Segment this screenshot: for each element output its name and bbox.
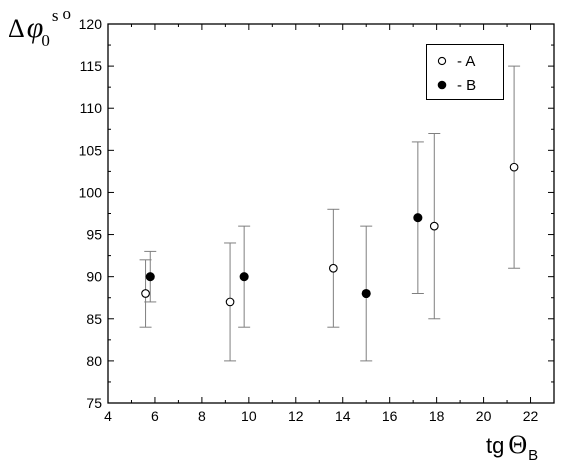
legend-label-b: - B	[457, 76, 477, 94]
y-tick-label: 120	[79, 16, 103, 32]
x-tick-label: 10	[241, 408, 257, 424]
data-point-a	[141, 289, 150, 298]
data-point-a	[225, 297, 235, 307]
y-tick-label: 80	[86, 353, 102, 369]
x-axis-label-subscript: B	[528, 447, 539, 464]
data-point-b	[239, 272, 249, 282]
y-axis-label-superscript: s	[51, 6, 59, 25]
data-point-a	[429, 221, 439, 231]
x-axis-label: tg ΘB	[486, 430, 538, 464]
x-tick-label: 18	[429, 408, 445, 424]
x-tick-label: 14	[335, 408, 351, 424]
legend-item-a: - A	[437, 51, 475, 71]
x-axis-label-theta: Θ	[508, 430, 528, 459]
data-point-b	[361, 288, 371, 299]
open-circle-marker-icon	[437, 56, 447, 66]
data-markers	[141, 162, 519, 307]
data-point-b	[413, 213, 423, 223]
data-point-a	[328, 263, 338, 273]
y-axis-label-delta: Δ	[8, 14, 25, 43]
error-bars	[139, 65, 521, 362]
legend-label-a: - A	[457, 52, 476, 70]
y-axis-label-subscript: 0	[41, 31, 50, 50]
x-tick-label: 6	[151, 408, 159, 424]
y-tick-label: 75	[86, 395, 102, 411]
legend-item-b: - B	[437, 75, 476, 95]
x-axis-label-base: tg	[486, 433, 505, 458]
y-axis-ticks: 75 80 85 90 95 100 105 110 115 120	[79, 16, 554, 411]
x-tick-label: 22	[523, 408, 539, 424]
x-tick-label: 12	[288, 408, 304, 424]
data-point-a	[509, 162, 519, 172]
y-tick-label: 105	[79, 142, 103, 158]
y-tick-label: 95	[86, 227, 102, 243]
x-tick-label: 4	[104, 408, 112, 424]
y-tick-label: 100	[79, 184, 103, 200]
y-axis-label: Δφ0s o	[8, 4, 71, 51]
x-tick-label: 16	[382, 408, 398, 424]
legend: - A - B	[426, 44, 504, 100]
filled-circle-marker-icon	[437, 80, 447, 90]
y-tick-label: 85	[86, 311, 102, 327]
y-tick-label: 90	[86, 269, 102, 285]
x-axis-ticks: 4 6 8 10 12 14 16 18 20 22	[104, 24, 539, 424]
y-tick-label: 115	[80, 58, 103, 74]
x-tick-label: 8	[198, 408, 206, 424]
y-tick-label: 110	[80, 100, 103, 116]
data-point-b	[145, 272, 155, 282]
y-axis-label-degree: o	[62, 4, 71, 23]
x-tick-label: 20	[476, 408, 492, 424]
y-axis-label-phi: φ	[26, 11, 44, 44]
